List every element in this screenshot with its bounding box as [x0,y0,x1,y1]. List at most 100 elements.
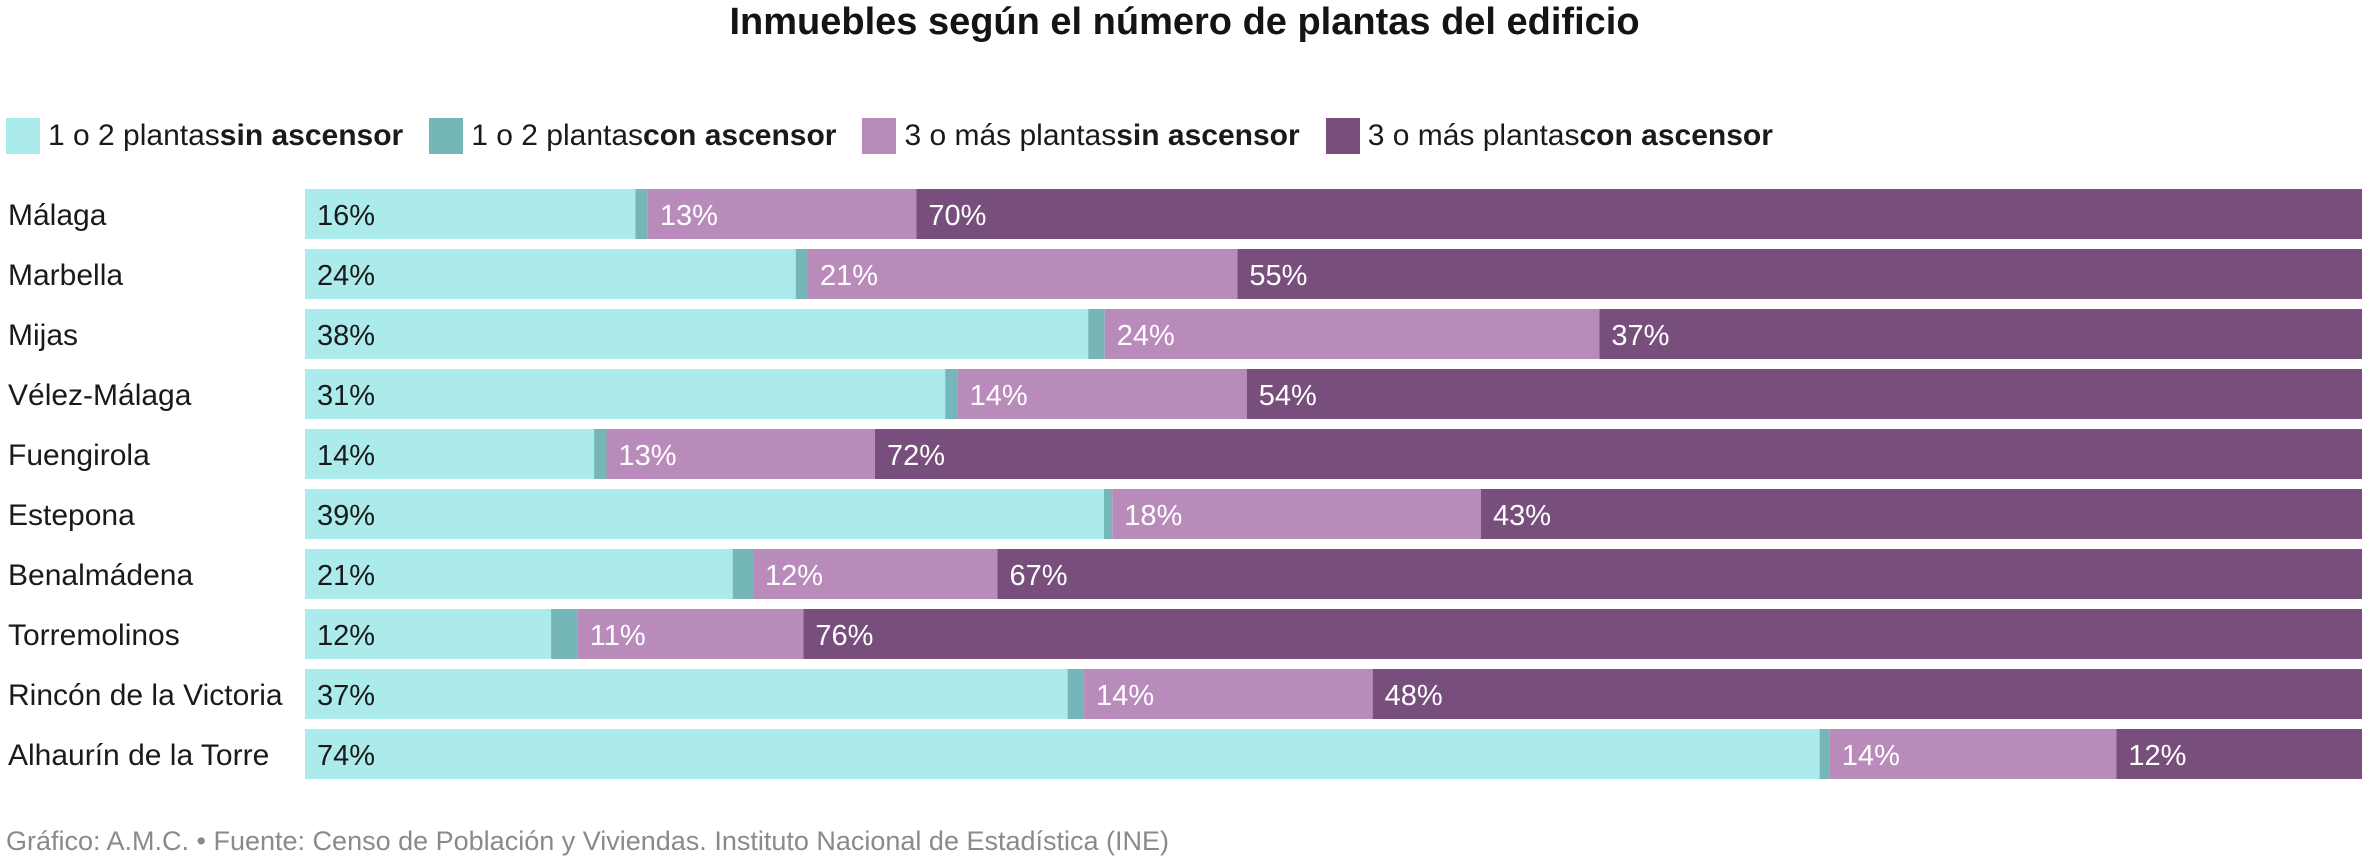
legend-label-bold: con ascensor [1579,119,1773,152]
bar-segment [957,369,1247,419]
bar-segment [606,429,876,479]
bar-segment [1067,669,1085,719]
legend-label-plain: 3 o más plantas [1367,119,1580,152]
legend-label-plain: 3 o más plantas [904,119,1117,152]
data-label: 14% [317,440,375,472]
data-label: 37% [1611,320,1669,352]
data-label: 24% [317,260,375,292]
legend-swatch [429,118,464,154]
data-label: 54% [1259,380,1317,412]
legend-swatch [6,118,40,154]
bar-segment [753,549,998,599]
data-label: 13% [660,200,718,232]
bar-segment [803,609,2362,659]
bar-segment [1104,489,1113,539]
data-label: 14% [1096,680,1154,712]
category-label: Estepona [8,499,135,532]
data-label: 16% [317,200,375,232]
data-label: 37% [317,680,375,712]
bar-segment [1829,729,2117,779]
category-label: Marbella [8,259,123,292]
bar-segment [305,729,1820,779]
legend-label-bold: con ascensor [643,119,837,152]
bar-segment [945,369,958,419]
data-label: 48% [1385,680,1443,712]
bar-segment [732,549,754,599]
bar-segment [305,489,1105,539]
data-label: 70% [928,200,986,232]
bar-segment [1819,729,1830,779]
data-label: 12% [765,560,823,592]
bar-segment [305,369,946,419]
bar-segment [594,429,607,479]
data-label: 18% [1124,500,1182,532]
bar-segment [1372,669,2362,719]
bar-segment [808,249,1238,299]
source-footer: Gráfico: A.M.C. • Fuente: Censo de Pobla… [6,826,1170,856]
data-label: 67% [1009,560,1067,592]
bar-segment [997,549,2363,599]
bar-segment [1481,489,2362,539]
data-label: 72% [887,440,945,472]
bar-segment [305,609,552,659]
legend-item-3-mas-sin-ascensor: 3 o más plantas sin ascensor [862,118,1300,154]
bar-segment [1246,369,2362,419]
bar-segment [635,189,648,239]
bar-segment [305,429,595,479]
category-label: Fuengirola [8,439,150,472]
bar-segment [305,669,1068,719]
data-label: 31% [317,380,375,412]
bar-segment [916,189,2362,239]
bar-segment [1599,309,2362,359]
bar-segment [305,189,636,239]
category-label: Alhaurín de la Torre [8,739,269,772]
legend-swatch [1325,118,1360,154]
legend-item-1-2-con-ascensor: 1 o 2 plantas con ascensor [429,118,836,154]
legend-label-bold: sin ascensor [219,119,404,152]
data-label: 14% [970,380,1028,412]
data-label: 74% [317,740,375,772]
category-label: Rincón de la Victoria [8,679,283,712]
data-label: 38% [317,320,375,352]
bar-segment [305,249,796,299]
bar-segment [875,429,2362,479]
bar-segment [1084,669,1373,719]
bar-segment [305,549,733,599]
bar-segment [305,309,1089,359]
bar-segment [577,609,804,659]
data-label: 12% [317,620,375,652]
legend-label-bold: sin ascensor [1116,119,1300,152]
category-label: Málaga [8,199,107,232]
bar-segment [1237,249,2362,299]
data-label: 21% [820,260,878,292]
data-label: 13% [619,440,677,472]
legend-swatch [862,118,897,154]
data-label: 14% [1842,740,1900,772]
data-label: 43% [1493,500,1551,532]
data-label: 24% [1117,320,1175,352]
category-label: Torremolinos [8,619,180,652]
bar-segment [1104,309,1600,359]
bar-segment [1112,489,1482,539]
data-label: 39% [317,500,375,532]
data-label: 55% [1249,260,1307,292]
chart-legend: 1 o 2 plantas sin ascensor 1 o 2 plantas… [6,116,1799,156]
legend-item-1-2-sin-ascensor: 1 o 2 plantas sin ascensor [6,118,403,154]
legend-label-plain: 1 o 2 plantas [471,119,644,152]
data-label: 76% [815,620,873,652]
bar-segment [647,189,917,239]
data-label: 12% [2128,740,2186,772]
data-label: 11% [590,620,646,652]
bar-segment [551,609,578,659]
data-label: 21% [317,560,375,592]
category-label: Mijas [8,319,78,352]
category-label: Vélez-Málaga [8,379,192,412]
bar-segment [2116,729,2362,779]
legend-label-plain: 1 o 2 plantas [48,119,220,152]
legend-item-3-mas-con-ascensor: 3 o más plantas con ascensor [1325,118,1773,154]
bar-segment [1088,309,1105,359]
chart-title: Inmuebles según el número de plantas del… [729,1,1640,43]
bar-segment [795,249,809,299]
category-label: Benalmádena [8,559,193,592]
